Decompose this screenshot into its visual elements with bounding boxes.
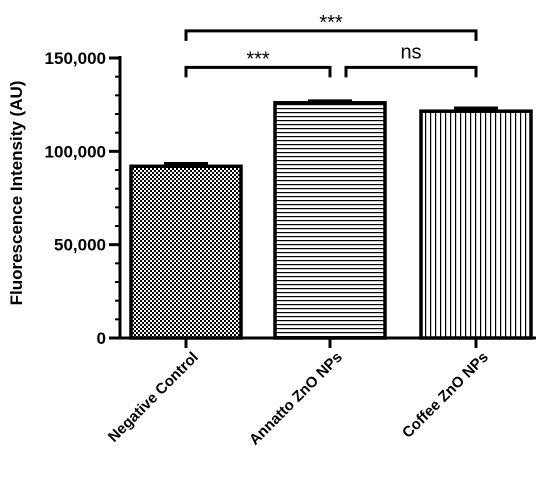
significance-bracket [184,65,332,78]
bar-0 [129,164,243,340]
y-tick-label: 50,000 [54,236,106,255]
y-tick-label: 0 [97,329,106,348]
x-tick-label: Negative Control [105,349,202,446]
x-tick-label: Annatto ZnO NPs [246,349,346,449]
bar-2 [419,109,533,340]
y-tick-label: 150,000 [45,49,106,68]
y-axis-title: Fluorescence Intensity (AU) [7,81,26,306]
bars [129,99,533,340]
significance-label: ns [400,41,421,63]
significance-bracket [184,29,478,41]
significance-brackets: *** ns *** [184,12,478,78]
significance-bracket [344,65,478,78]
significance-label: *** [319,12,343,34]
y-tick-label: 100,000 [45,142,106,161]
x-tick-label: Coffee ZnO NPs [399,349,492,442]
bar-1 [273,101,387,340]
significance-label: *** [246,48,270,70]
